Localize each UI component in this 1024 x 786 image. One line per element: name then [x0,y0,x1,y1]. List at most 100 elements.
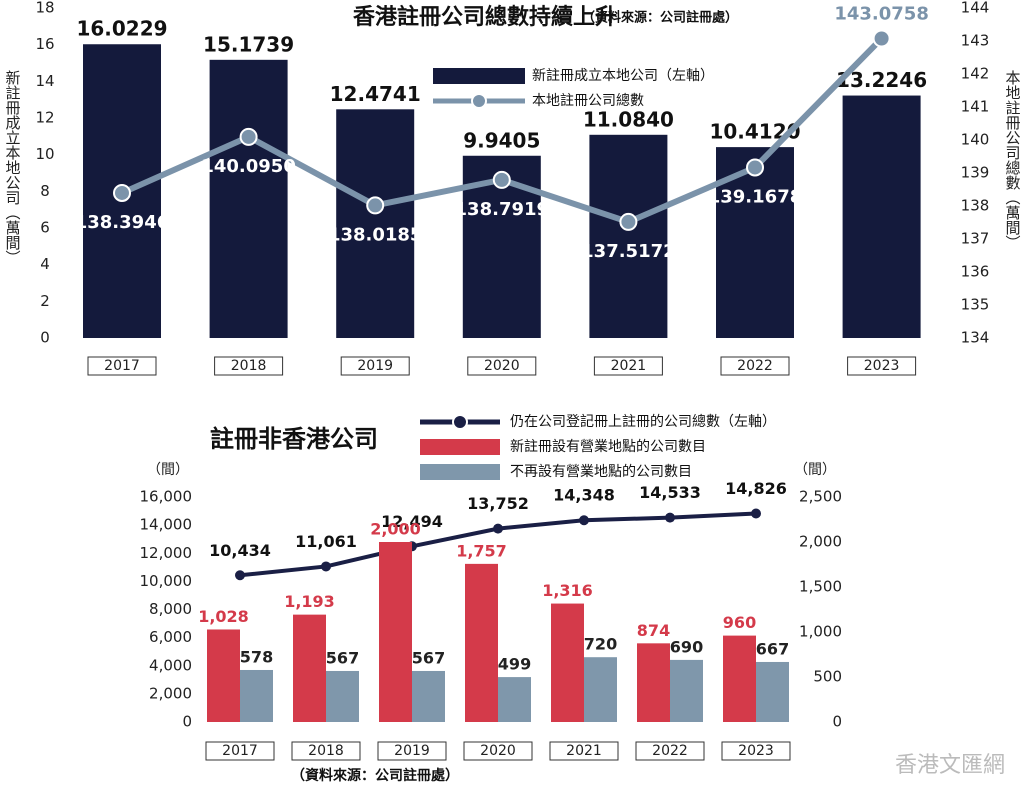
line-marker [113,183,131,202]
bar-value-label: 567 [412,648,445,667]
x-tick-label: 2020 [480,743,516,759]
y2-tick-label: 141 [961,98,990,116]
legend-swatch [471,93,487,109]
y-tick-label: 18 [35,0,54,17]
y-tick-label: 0 [40,329,50,347]
y-tick-label: 2 [40,292,50,310]
y-unit: （間） [147,462,189,478]
bar-value-label: 567 [326,648,359,667]
y2-tick-label: 0 [832,713,842,731]
category-box [635,741,705,761]
bar-value-label: 1,757 [456,541,507,560]
y-tick-label: 0 [182,713,192,731]
category-box [205,741,275,761]
x-tick-label: 2022 [737,358,773,374]
x-tick-label: 2017 [104,358,140,374]
y2-tick-label: 142 [961,65,990,83]
y2-tick-label: 2,000 [799,533,842,551]
y-tick-label: 14,000 [140,516,193,534]
chart-title: 註冊非香港公司 [210,425,378,453]
line-marker [746,158,764,177]
x-tick-label: 2018 [231,358,267,374]
chart-title: 香港註冊公司總數持續上升 [353,4,617,30]
y-tick-label: 12 [35,109,54,127]
bar-value-label: 16.0229 [76,17,167,41]
category-box [720,356,790,376]
line-marker [321,561,331,572]
y-tick-label: 12,000 [140,544,193,562]
x-tick-label: 2022 [652,743,688,759]
watermark: 香港文匯網 [895,753,1005,778]
bar-value-label: 874 [637,621,670,640]
category-box [847,356,917,376]
y2-tick-label: 136 [961,263,990,281]
y-axis-title: 新註冊成立本地公司（萬間） [4,70,22,265]
legend-swatch [452,414,468,430]
legend-label: 仍在公司登記冊上註冊的公司總數（左軸） [510,413,776,430]
x-tick-label: 2021 [611,358,647,374]
line-value-label: 138.0185 [328,224,423,245]
category-box [467,356,537,376]
line-marker [235,570,245,581]
y-tick-label: 4,000 [149,656,192,674]
bar-value-label: 1,316 [542,581,593,600]
legend-label: 新註冊設有營業地點的公司數目 [510,439,706,455]
bar-value-label: 15.1739 [203,32,294,56]
y2-tick-label: 1,500 [799,578,842,596]
bar [207,629,240,722]
category-box [721,741,791,761]
line-value-label: 138.7919 [455,199,550,220]
y2-tick-label: 134 [961,329,990,347]
line-marker [493,523,503,534]
bar [551,603,584,722]
legend-swatch [433,68,525,84]
line-marker [366,196,385,215]
y-tick-label: 8,000 [149,600,192,618]
bar [756,661,789,722]
bar [589,134,668,338]
bar [842,95,921,338]
x-tick-label: 2019 [357,358,393,374]
y2-unit: （間） [794,462,836,478]
bar [240,669,273,722]
bar-value-label: 9.9405 [463,128,540,152]
bar-value-label: 1,193 [284,592,335,611]
y2-tick-label: 135 [961,296,990,314]
y2-tick-label: 1,000 [799,623,842,641]
bar [498,677,531,722]
bar-value-label: 578 [240,647,273,666]
bar-value-label: 1,028 [198,607,249,626]
y2-tick-label: 137 [961,230,990,248]
line-marker [751,508,761,519]
line-value-label: 14,348 [553,486,615,505]
bar [293,614,326,722]
line-value-label: 14,826 [725,479,787,498]
y-tick-label: 14 [35,72,54,90]
y2-axis-title: 本地註冊公司總數（萬間） [1004,70,1022,250]
x-tick-label: 2021 [566,743,602,759]
category-box [340,356,410,376]
x-tick-label: 2023 [738,743,774,759]
line-value-label: 14,533 [639,483,701,502]
y-tick-label: 2,000 [149,684,192,702]
y2-tick-label: 140 [961,131,990,149]
y2-tick-label: 143 [961,32,990,50]
y2-tick-label: 2,500 [799,488,842,506]
bar-value-label: 720 [584,635,617,654]
category-box [377,741,447,761]
bar-value-label: 960 [723,613,756,632]
y2-tick-label: 500 [813,668,842,686]
bar [326,670,359,722]
bar [637,643,670,722]
legend-label: 新註冊成立本地公司（左軸） [532,68,714,84]
y-tick-label: 6 [40,219,50,237]
x-tick-label: 2019 [394,743,430,759]
x-tick-label: 2018 [308,743,344,759]
legend-label: 不再設有營業地點的公司數目 [510,464,692,480]
category-box [549,741,619,761]
line-value-label: 11,061 [295,532,357,551]
line-marker [492,170,511,189]
line-value-label: 137.5172 [581,241,676,262]
bar [584,657,617,722]
